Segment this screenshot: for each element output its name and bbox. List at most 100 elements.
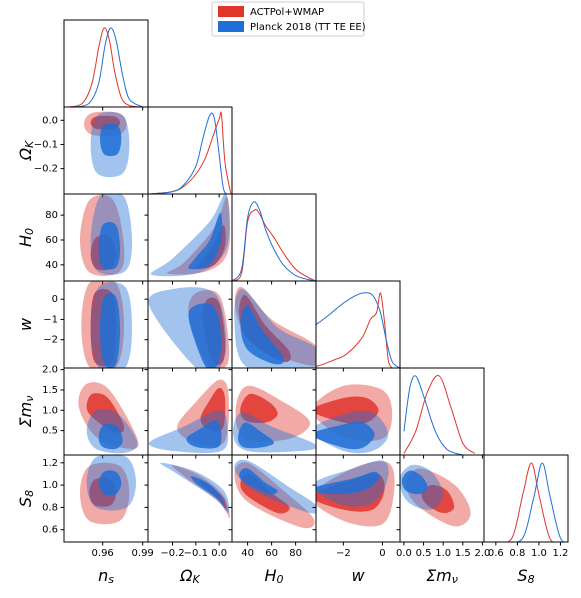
y-tick-label: 2.0 (42, 365, 58, 376)
panel (316, 460, 395, 527)
axis-subscript: 8 (528, 573, 535, 586)
x-tick-label: 0.0 (396, 548, 412, 559)
contour-68 (100, 123, 122, 157)
panel (148, 287, 230, 368)
contour-95 (171, 465, 230, 519)
panel (316, 384, 393, 454)
contour-95 (234, 459, 316, 514)
density-curve (75, 27, 143, 107)
axis-label: H0 (16, 228, 37, 247)
y-tick-label: 60 (45, 235, 58, 246)
y-tick-label: 0.8 (42, 502, 58, 513)
panel (233, 385, 316, 453)
contour-68 (190, 476, 224, 506)
axis-symbol: n (98, 566, 108, 585)
x-tick-label: 0.6 (488, 548, 504, 559)
contour-68 (86, 393, 125, 433)
contour-68 (188, 303, 222, 368)
axis-symbol: w (351, 566, 365, 585)
contour-68 (188, 212, 223, 270)
x-tick-label: 1.0 (435, 548, 451, 559)
x-tick-label: 60 (265, 548, 278, 559)
y-tick-label: 1.0 (42, 480, 58, 491)
x-tick-label: −2 (336, 548, 351, 559)
axis-symbol: H (16, 235, 35, 247)
y-tick-label: 0.5 (42, 426, 58, 437)
panel (80, 194, 133, 276)
legend-label: Planck 2018 (TT TE EE) (250, 22, 366, 33)
axis-symbol: w (16, 317, 35, 331)
axis-subscript: K (23, 140, 36, 148)
panel (495, 462, 565, 542)
y-tick-label: −0.2 (34, 164, 58, 175)
axis-symbol: Σm (426, 566, 452, 585)
x-tick-label: 80 (289, 548, 302, 559)
axis-symbol: Ω (179, 566, 193, 585)
contour-68 (100, 293, 120, 368)
density-curve (316, 292, 393, 368)
contour-68 (316, 471, 380, 495)
contour-68 (240, 305, 285, 365)
y-tick-label: 0 (52, 294, 58, 305)
panel (80, 455, 136, 525)
panel-frame (483, 454, 569, 543)
contour-68 (237, 422, 275, 449)
y-tick-label: −0.1 (34, 139, 58, 150)
x-tick-label: 0.99 (132, 548, 154, 559)
y-tick-label: −1 (43, 314, 58, 325)
density-curve (403, 375, 463, 455)
panel (403, 375, 475, 455)
x-tick-label: 2.0 (474, 548, 490, 559)
x-tick-label: 40 (241, 548, 254, 559)
panel (148, 379, 230, 454)
contour-68 (98, 470, 122, 496)
panel (160, 462, 230, 519)
y-tick-label: 40 (45, 260, 58, 271)
contour-95 (234, 287, 316, 366)
x-tick-label: 1.5 (455, 548, 471, 559)
legend-label: ACTPol+WMAP (250, 7, 324, 18)
axis-label: Σmν (16, 396, 37, 428)
contour-68 (239, 468, 278, 495)
axis-label: ns (98, 566, 114, 587)
axis-subscript: 8 (23, 490, 36, 497)
x-tick-label: −0.2 (160, 548, 184, 559)
y-tick-label: 1.0 (42, 405, 58, 416)
density-curve (506, 462, 565, 542)
y-tick-label: 1.5 (42, 385, 58, 396)
y-tick-label: −2 (43, 335, 58, 346)
panel (78, 382, 139, 454)
axis-label: w (16, 317, 35, 331)
axis-label: ΩK (179, 566, 200, 587)
contour-68 (401, 470, 428, 495)
contour-68 (200, 387, 226, 432)
axis-label: ΩK (16, 140, 37, 161)
density-curve (149, 112, 232, 194)
x-tick-label: 0.8 (509, 548, 525, 559)
axis-symbol: S (517, 566, 527, 585)
density-curve (69, 27, 143, 107)
contour-68 (316, 396, 379, 425)
x-tick-label: 0.5 (416, 548, 432, 559)
x-tick-label: 0.96 (92, 548, 114, 559)
axis-subscript: ν (23, 396, 36, 402)
axis-subscript: s (108, 573, 114, 586)
contour-68 (240, 393, 278, 423)
density-curve (232, 201, 316, 281)
axis-subscript: ν (452, 573, 458, 586)
panel-frame (63, 19, 149, 108)
contour-68 (186, 420, 222, 449)
legend: ACTPol+WMAP Planck 2018 (TT TE EE) (211, 1, 366, 37)
contour-68 (98, 221, 120, 270)
axis-subscript: 0 (277, 573, 284, 586)
panel (232, 201, 316, 281)
panel (400, 464, 471, 527)
axis-symbol: H (264, 566, 276, 585)
panel (84, 111, 130, 178)
density-curve (316, 292, 400, 368)
y-tick-label: 0.6 (42, 525, 58, 536)
panel (150, 194, 231, 277)
panel (149, 111, 232, 194)
axis-label: w (351, 566, 365, 585)
